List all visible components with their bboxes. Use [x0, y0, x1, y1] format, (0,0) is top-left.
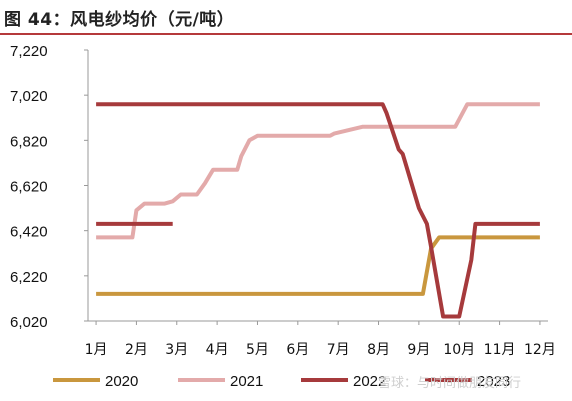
watermark-text: 雪球：与时间做朋友同行: [378, 375, 521, 391]
x-tick-label: 12月: [524, 342, 556, 358]
y-tick-label: 6,020: [10, 314, 48, 331]
x-tick-label: 8月: [367, 342, 390, 358]
x-tick-label: 4月: [206, 342, 229, 358]
legend-label-2021: 2021: [230, 373, 263, 390]
y-tick-label: 7,220: [10, 43, 48, 60]
x-tick-label: 10月: [443, 342, 475, 358]
chart-axes: [87, 50, 548, 322]
x-tick-label: 6月: [286, 342, 309, 358]
series-line-2021: [96, 102, 540, 240]
x-tick-label: 9月: [407, 342, 430, 358]
series-line-2022: [96, 102, 540, 319]
x-tick-label: 3月: [165, 342, 188, 358]
title-rule: [0, 33, 572, 35]
x-axis-ticks: 1月 2月 3月 4月 5月 6月 7月 8月 9月 10月 11月 12月: [85, 321, 556, 358]
legend: 2020 2021 2022 2023: [53, 373, 510, 390]
x-tick-label: 5月: [246, 342, 269, 358]
y-axis-ticks: 6,020 6,220 6,420 6,620 6,820 7,020 7,220: [10, 43, 88, 331]
y-tick-label: 7,020: [10, 88, 48, 105]
price-line-chart: 6,020 6,220 6,420 6,620 6,820 7,020 7,220 1月 2月…: [10, 43, 556, 391]
series-lines: [96, 102, 540, 319]
y-tick-label: 6,220: [10, 269, 48, 286]
legend-label-2022: 2022: [353, 373, 386, 390]
y-tick-label: 6,420: [10, 224, 48, 241]
x-tick-label: 7月: [327, 342, 350, 358]
x-tick-label: 11月: [484, 342, 516, 358]
x-tick-label: 2月: [125, 342, 148, 358]
figure-title: 图 44：风电纱均价（元/吨）: [4, 10, 235, 30]
legend-label-2020: 2020: [105, 373, 138, 390]
y-tick-label: 6,620: [10, 179, 48, 196]
x-tick-label: 1月: [85, 342, 108, 358]
y-tick-label: 6,820: [10, 133, 48, 150]
legend-label-2023: 2023: [477, 373, 510, 390]
